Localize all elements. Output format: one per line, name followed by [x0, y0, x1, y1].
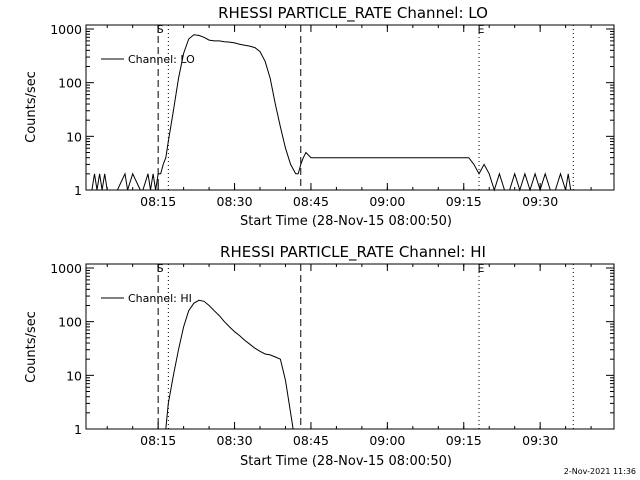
- x-tick-label: 08:15: [140, 194, 176, 209]
- legend-entry: Channel: LO: [128, 53, 195, 66]
- chart-title: RHESSI PARTICLE_RATE Channel: LO: [218, 4, 488, 23]
- y-tick-label: 1: [74, 422, 82, 437]
- legend: Channel: LO: [101, 53, 195, 66]
- chart-title: RHESSI PARTICLE_RATE Channel: HI: [220, 243, 486, 262]
- x-axis-label: Start Time (28-Nov-15 08:00:50): [240, 214, 452, 229]
- time-marker-label: S: [157, 262, 164, 275]
- footer-timestamp: 2-Nov-2021 11:36: [564, 467, 636, 476]
- x-axis-label: Start Time (28-Nov-15 08:00:50): [240, 454, 452, 469]
- x-tick-label: 09:15: [446, 433, 482, 448]
- hi-channel-panel: RHESSI PARTICLE_RATE Channel: HI Counts/…: [24, 243, 615, 469]
- x-tick-label: 08:15: [140, 433, 176, 448]
- y-axis-label: Counts/sec: [24, 71, 39, 143]
- time-marker-label: E: [478, 262, 485, 275]
- x-tick-label: 09:00: [369, 433, 405, 448]
- time-marker-label: E: [478, 23, 485, 36]
- lo-channel-panel: RHESSI PARTICLE_RATE Channel: LO Counts/…: [24, 4, 615, 229]
- plot-frame: [85, 24, 615, 191]
- x-tick-label: 08:30: [217, 194, 253, 209]
- data-series-line: [91, 34, 572, 192]
- y-tick-label: 1000: [50, 261, 82, 276]
- x-tick-label: 08:45: [293, 194, 329, 209]
- y-tick-label: 10: [66, 368, 82, 383]
- x-tick-label: 08:45: [293, 433, 329, 448]
- y-tick-label: 1: [74, 183, 82, 198]
- legend: Channel: HI: [101, 292, 192, 305]
- data-series-line: [165, 299, 294, 430]
- x-tick-label: 09:15: [446, 194, 482, 209]
- x-tick-label: 09:30: [522, 433, 558, 448]
- y-tick-label: 100: [58, 315, 82, 330]
- x-tick-label: 08:30: [217, 433, 253, 448]
- x-tick-label: 09:00: [369, 194, 405, 209]
- time-marker-label: S: [157, 23, 164, 36]
- y-tick-label: 100: [58, 76, 82, 91]
- legend-entry: Channel: HI: [128, 292, 192, 305]
- y-tick-label: 10: [66, 129, 82, 144]
- y-tick-label: 1000: [50, 22, 82, 37]
- plot-frame: [85, 263, 615, 430]
- y-axis-label: Counts/sec: [24, 311, 39, 383]
- x-tick-label: 09:30: [522, 194, 558, 209]
